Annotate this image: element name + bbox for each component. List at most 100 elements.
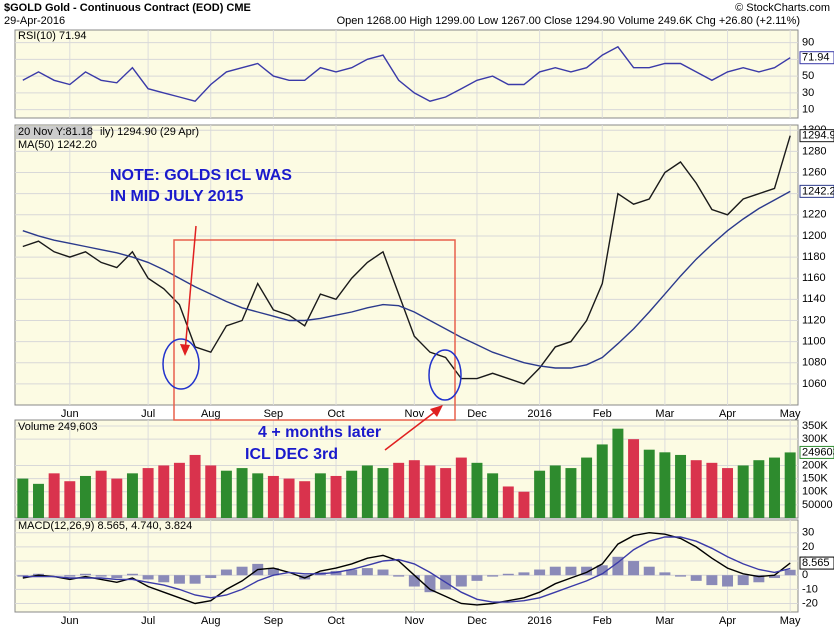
bar <box>79 573 91 576</box>
bar <box>111 478 123 518</box>
bar <box>17 478 29 518</box>
y-tick-label: 300K <box>802 433 828 445</box>
value-tag <box>799 51 834 65</box>
bar <box>158 575 170 583</box>
bar <box>393 462 405 518</box>
bar <box>64 481 76 518</box>
crosshair-label: 20 Nov Y:81.18 <box>18 126 93 138</box>
x-tick-label: Mar <box>655 615 674 627</box>
y-tick-label: 1080 <box>802 357 826 369</box>
y-tick-label: 90 <box>802 36 814 48</box>
y-tick-label: 1100 <box>802 336 826 348</box>
y-tick-label: 50000 <box>802 499 833 511</box>
bar <box>424 465 436 518</box>
bar <box>220 569 232 576</box>
bar <box>471 462 483 518</box>
bar <box>205 575 217 579</box>
bar <box>737 465 749 518</box>
highlight-box <box>173 239 456 421</box>
bar <box>173 462 185 518</box>
bar <box>408 460 420 518</box>
x-tick-label: Aug <box>201 615 221 627</box>
bar <box>581 566 593 576</box>
bar <box>440 468 452 518</box>
annotation: 4 + months later <box>258 424 381 441</box>
bar <box>769 457 780 518</box>
bar <box>455 457 467 518</box>
bar <box>64 575 76 577</box>
x-tick-label: Feb <box>593 408 612 420</box>
arrow-head <box>430 405 443 417</box>
annotation: ICL DEC 3rd <box>245 446 338 463</box>
bar <box>487 575 499 577</box>
bar <box>549 566 561 576</box>
bar <box>471 575 483 581</box>
bar <box>722 575 734 587</box>
value-tag-label: 1242.2 <box>802 185 834 197</box>
y-tick-label: 350K <box>802 420 828 432</box>
value-tag <box>799 184 834 198</box>
x-tick-label: Jul <box>141 408 155 420</box>
bar <box>299 481 311 518</box>
y-tick-label: 30 <box>802 527 814 539</box>
bar <box>502 573 514 576</box>
bar <box>252 473 264 518</box>
bar <box>377 569 389 576</box>
bar <box>424 575 436 593</box>
bar <box>690 460 702 518</box>
panel-background <box>14 29 799 119</box>
bar <box>565 566 577 576</box>
line-series <box>22 135 791 385</box>
bar <box>518 491 530 518</box>
bar <box>377 468 389 518</box>
bar <box>784 452 796 518</box>
bar <box>346 569 358 576</box>
y-tick-label: -20 <box>802 597 818 609</box>
bar <box>612 428 624 518</box>
bar <box>205 465 217 518</box>
y-tick-label: 10 <box>802 104 814 116</box>
bar <box>502 486 514 518</box>
bar <box>95 470 107 518</box>
bar <box>111 575 123 579</box>
bar <box>142 575 154 580</box>
bar <box>487 473 499 518</box>
bar <box>596 565 608 576</box>
panel-background <box>14 124 799 406</box>
bar <box>643 449 655 518</box>
y-tick-label: 1220 <box>802 209 826 221</box>
annotation: NOTE: GOLDS ICL WAS <box>110 167 292 184</box>
y-tick-label: -10 <box>802 583 818 595</box>
symbol-title: $GOLD Gold - Continuous Contract (EOD) C… <box>4 2 251 14</box>
bar <box>675 575 687 577</box>
panel-title: MACD(12,26,9) 8.565, 4.740, 3.824 <box>18 520 192 532</box>
bar <box>189 575 201 584</box>
bar <box>361 465 373 518</box>
x-tick-label: Aug <box>201 408 221 420</box>
y-tick-label: 50 <box>802 70 814 82</box>
bar <box>659 572 671 576</box>
bar <box>596 444 608 518</box>
highlight-ellipse <box>428 349 462 401</box>
bar <box>173 575 185 584</box>
y-tick-label: 1280 <box>802 145 826 157</box>
bar <box>737 575 749 586</box>
panel-title: RSI(10) 71.94 <box>18 30 86 42</box>
y-tick-label: 1060 <box>802 378 826 390</box>
bar <box>784 569 796 576</box>
panel-background <box>14 519 799 613</box>
bar <box>330 475 342 518</box>
bar <box>706 575 718 586</box>
bar <box>628 439 640 518</box>
arrow-head <box>180 344 190 356</box>
ma-label: MA(50) 1242.20 <box>18 139 97 151</box>
bar <box>95 575 107 577</box>
quote-line: Open 1268.00 High 1299.00 Low 1267.00 Cl… <box>337 15 800 27</box>
value-tag-label: 249603 <box>802 446 834 458</box>
line-series <box>22 190 791 369</box>
y-tick-label: 30 <box>802 87 814 99</box>
bar <box>643 566 655 576</box>
bar <box>189 454 201 518</box>
arrow <box>184 225 197 353</box>
bar <box>534 569 546 576</box>
